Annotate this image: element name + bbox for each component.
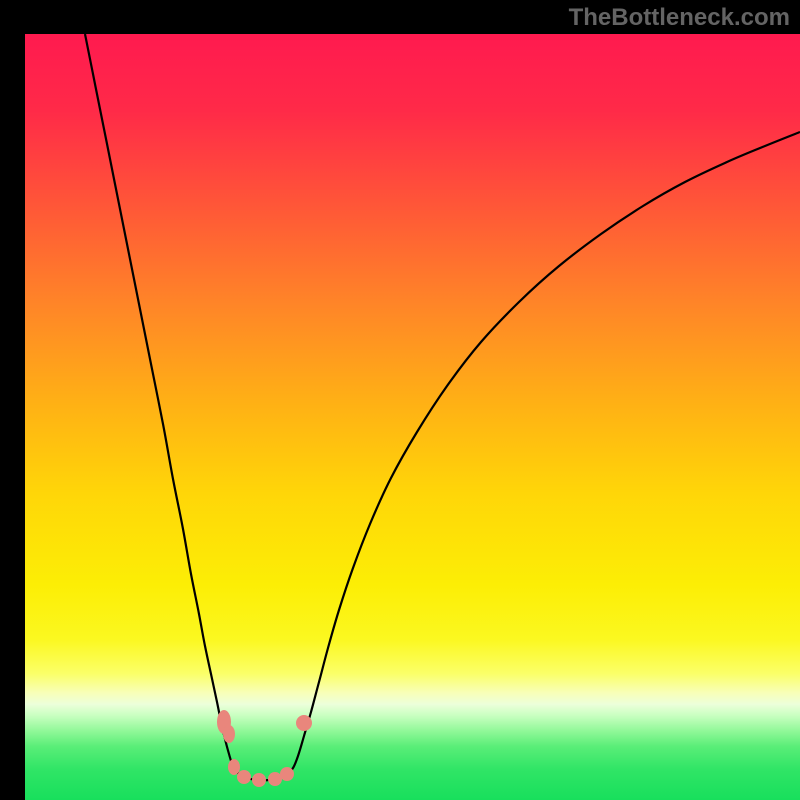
chart-svg	[25, 34, 800, 800]
data-marker	[228, 759, 240, 775]
data-marker	[252, 773, 266, 787]
data-marker	[223, 725, 235, 743]
data-marker	[217, 710, 231, 734]
data-marker	[280, 767, 294, 781]
bottleneck-curve	[85, 34, 800, 780]
data-marker	[237, 770, 251, 784]
data-marker	[268, 772, 282, 786]
data-marker	[296, 715, 312, 731]
watermark-text: TheBottleneck.com	[569, 4, 790, 32]
plot-area	[25, 34, 800, 800]
